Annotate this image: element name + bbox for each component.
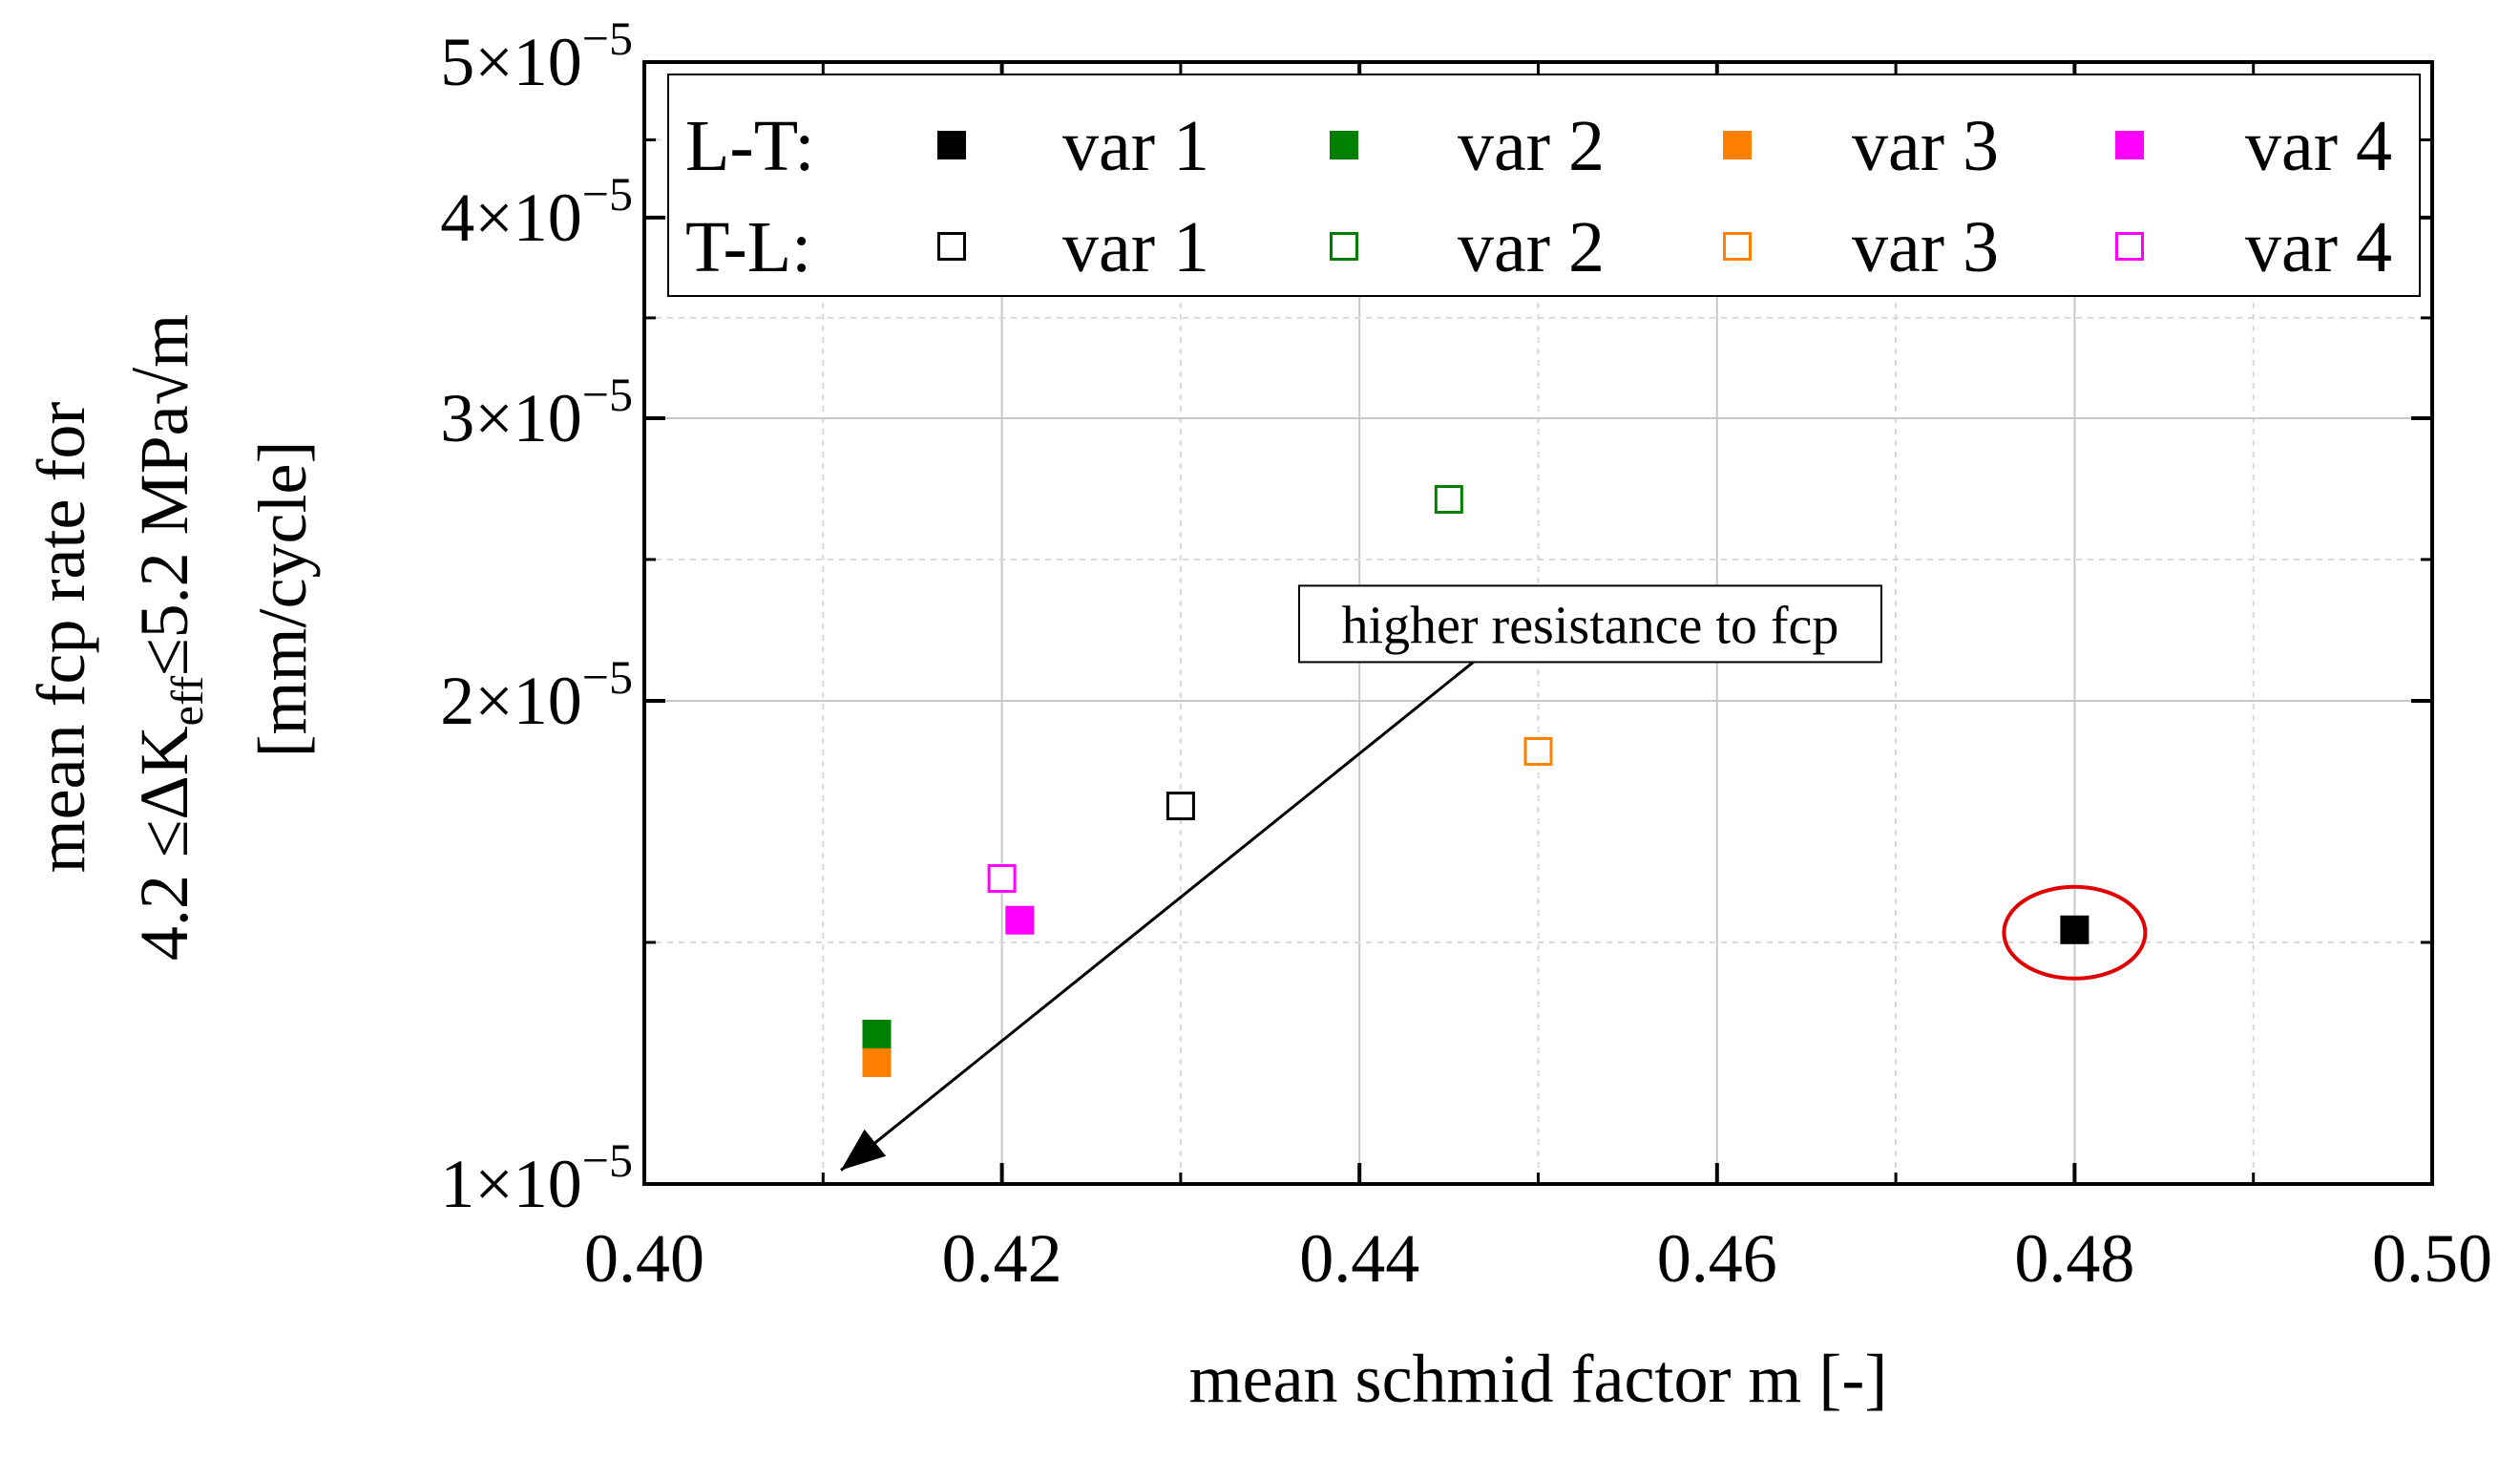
x-axis-title: mean schmid factor m [-] — [1189, 1341, 1888, 1417]
y-tick-label: 1×10−5 — [440, 1133, 633, 1222]
y-tick-label: 5×10−5 — [440, 11, 633, 100]
y-tick-mantissa: 1×10 — [440, 1146, 582, 1222]
point-t-l-var-2 — [1434, 485, 1463, 515]
legend-label-0-3: var 4 — [2245, 106, 2392, 186]
y-axis-title-line-3: [mm/cycle] — [244, 441, 321, 758]
y-axis-title-text-2: 4.2 ≤ΔKeff≤5.2 MPa√m — [126, 314, 213, 961]
legend-marker-0-3 — [2115, 131, 2144, 159]
y-tick-mantissa: 5×10 — [440, 24, 582, 100]
point-t-l-var-4 — [987, 864, 1017, 894]
x-tick-label: 0.40 — [584, 1220, 704, 1297]
legend-marker-1-0 — [937, 232, 966, 261]
point-l-t-var-1 — [2060, 915, 2090, 944]
legend: L-T: var 1 var 2 var 3 var 4 T-L: var 1 var 2 va… — [667, 74, 2421, 297]
y-tick-mantissa: 4×10 — [440, 180, 582, 256]
y-tick-exponent: −5 — [582, 1133, 633, 1187]
y-axis-title-subscript: eff — [162, 676, 213, 726]
legend-marker-1-1 — [1330, 232, 1358, 261]
x-tick-label: 0.48 — [2014, 1220, 2134, 1297]
y-tick-mantissa: 3×10 — [440, 380, 582, 456]
y-axis-title-post: ≤5.2 MPa√m — [126, 314, 202, 676]
annotation-box — [1297, 584, 1882, 664]
y-axis-title-text-3: [mm/cycle] — [244, 441, 321, 758]
y-tick-mantissa: 2×10 — [440, 663, 582, 739]
y-tick-exponent: −5 — [582, 368, 633, 421]
point-l-t-var-2 — [862, 1019, 892, 1048]
y-axis-title-line-2: 4.2 ≤ΔKeff≤5.2 MPa√m — [126, 314, 213, 961]
x-tick-label: 0.44 — [1299, 1220, 1419, 1297]
y-axis-title-line-1: mean fcp rate for — [23, 402, 99, 874]
highlight-ellipse — [2002, 884, 2148, 981]
legend-label-0-1: var 2 — [1458, 106, 1605, 186]
x-tick-label: 0.42 — [942, 1220, 1062, 1297]
legend-label-1-0: var 1 — [1062, 207, 1209, 287]
legend-marker-0-1 — [1330, 131, 1358, 159]
annotation-group: higher resistance to fcp — [840, 584, 1882, 1172]
legend-group-label-0: L-T: — [685, 106, 815, 186]
data-points — [862, 485, 2090, 1078]
legend-label-1-2: var 3 — [1852, 207, 1999, 287]
y-tick-exponent: −5 — [582, 650, 633, 704]
highlight-ellipse-group — [2002, 884, 2148, 981]
legend-label-0-0: var 1 — [1062, 106, 1209, 186]
legend-marker-0-2 — [1723, 131, 1752, 159]
y-tick-label: 2×10−5 — [440, 650, 633, 739]
legend-label-0-2: var 3 — [1852, 106, 1999, 186]
y-tick-label: 4×10−5 — [440, 167, 633, 256]
annotation-text: higher resistance to fcp — [1341, 596, 1838, 655]
point-t-l-var-3 — [1523, 736, 1553, 766]
annotation-arrow-head — [841, 1129, 887, 1171]
legend-group-label-1: T-L: — [685, 207, 811, 287]
point-l-t-var-4 — [1005, 905, 1035, 935]
x-axis-tick-labels: 0.40 0.42 0.44 0.46 0.48 0.50 — [584, 1220, 2492, 1297]
x-tick-label: 0.46 — [1657, 1220, 1777, 1297]
legend-label-1-3: var 4 — [2245, 207, 2392, 287]
y-tick-label: 3×10−5 — [440, 368, 633, 456]
y-axis-title-text-1: mean fcp rate for — [23, 402, 99, 874]
annotation-arrow-line — [840, 659, 1477, 1172]
y-axis-tick-labels: 1×10−52×10−53×10−54×10−55×10−5 — [440, 11, 633, 1222]
legend-marker-1-2 — [1723, 232, 1752, 261]
y-axis-title-pre: 4.2 ≤ΔK — [126, 726, 202, 961]
point-t-l-var-1 — [1166, 792, 1195, 821]
legend-marker-0-0 — [937, 131, 966, 159]
point-l-t-var-3 — [862, 1048, 892, 1078]
y-tick-exponent: −5 — [582, 167, 633, 221]
legend-label-1-1: var 2 — [1458, 207, 1605, 287]
legend-marker-1-3 — [2115, 232, 2144, 261]
x-tick-label: 0.50 — [2372, 1220, 2492, 1297]
y-tick-exponent: −5 — [582, 11, 633, 65]
